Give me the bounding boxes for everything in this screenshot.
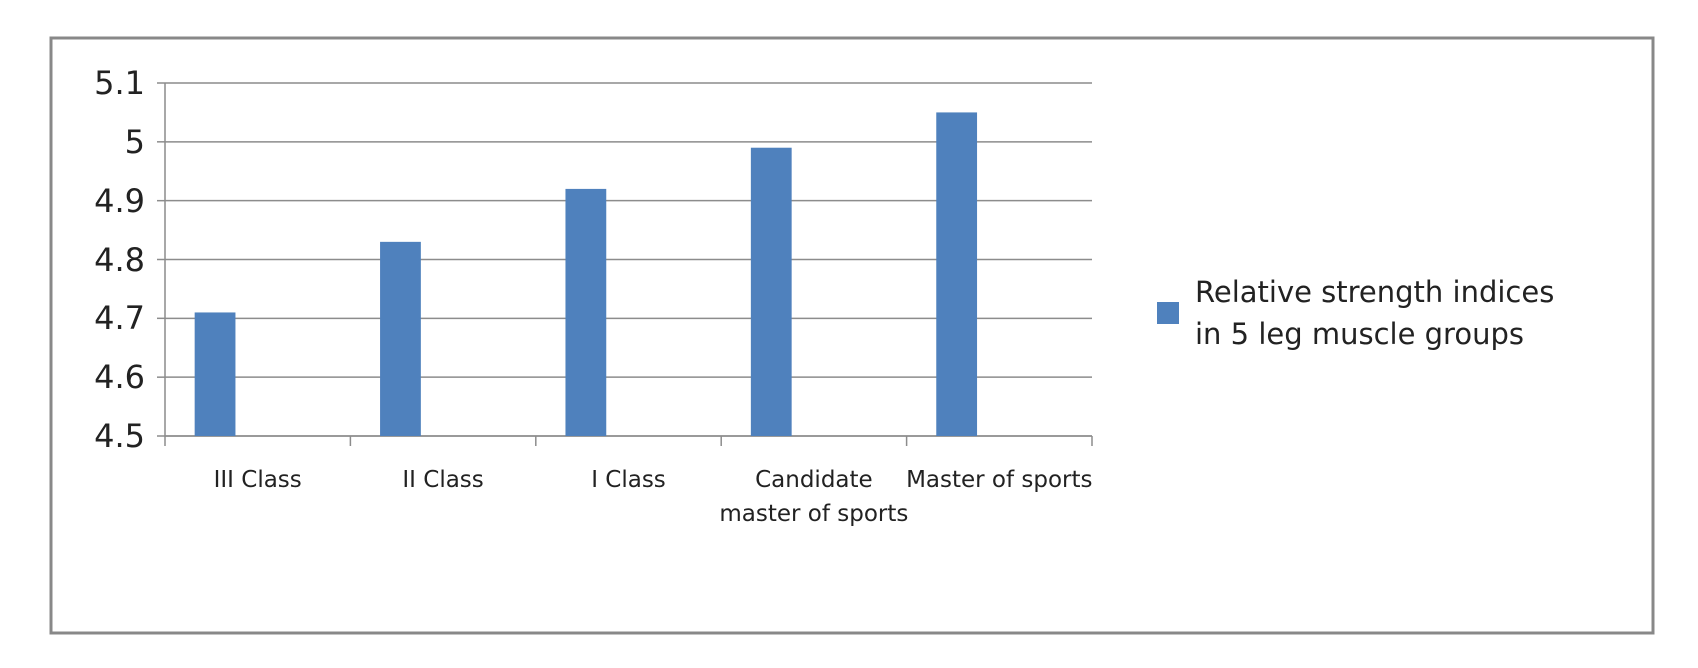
y-tick-label: 4.5 [94, 417, 145, 455]
y-tick-label: 4.8 [94, 240, 145, 279]
x-tick-label: Master of sports [906, 467, 1093, 493]
legend-swatch [1157, 302, 1179, 324]
bar [565, 188, 607, 436]
y-tick-label: 5.1 [94, 64, 145, 102]
chart-border [49, 36, 1655, 635]
bar [750, 147, 792, 436]
x-tick-label: I Class [591, 467, 666, 493]
y-tick-label: 5 [124, 122, 145, 161]
legend-label: Relative strength indices in 5 leg muscl… [1195, 275, 1555, 351]
bar [380, 241, 421, 436]
x-tick-label: Candidate master of sports [719, 467, 909, 527]
x-tick-label: II Class [402, 467, 484, 493]
bar [194, 312, 236, 436]
y-tick-label: 4.9 [94, 181, 145, 220]
y-tick-label: 4.7 [94, 299, 145, 338]
bar [936, 112, 978, 437]
x-tick-label: III Class [213, 467, 302, 493]
y-tick-label: 4.6 [94, 358, 145, 397]
